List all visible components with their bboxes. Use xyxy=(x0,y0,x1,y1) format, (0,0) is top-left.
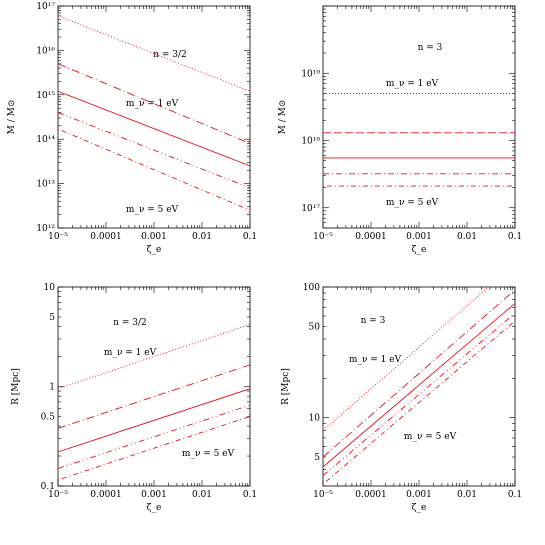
x-tick-label: 0.0001 xyxy=(90,490,122,500)
x-tick-label: 0.001 xyxy=(406,490,432,500)
y-axis-label: M / M⊙ xyxy=(7,100,17,135)
panel-3: 10⁻⁵ 0.0001 0.001 0.01 0.1 0.1 0.5 1 5 10 ζ_e R [Mp… xyxy=(11,283,257,513)
plot-frame xyxy=(57,5,251,229)
plot-frame xyxy=(322,5,516,229)
annotation-mass-5ev: m_ν = 5 eV xyxy=(182,449,235,459)
y-axis-label: R [Mpc] xyxy=(281,368,291,405)
x-tick-label: 10⁻⁵ xyxy=(313,232,333,242)
series-line-5 xyxy=(58,416,250,481)
y-tick-label: 10 xyxy=(309,414,321,424)
y-tick-label: 1 xyxy=(49,383,55,393)
series-line-3 xyxy=(58,388,250,453)
series-group xyxy=(58,15,250,211)
panel-1: 10⁻⁵ 0.0001 0.001 0.01 0.1 10¹² 10¹³ 10¹⁴ 10¹⁵ 10… xyxy=(7,2,257,255)
series-line-4 xyxy=(58,112,250,189)
y-tick-label: 10¹⁴ xyxy=(36,135,55,145)
series-line-2 xyxy=(58,63,250,144)
x-tick-label: 0.01 xyxy=(192,490,212,500)
y-axis-label: M / M⊙ xyxy=(278,100,288,135)
x-tick-label: 0.1 xyxy=(508,232,522,242)
x-tick-label: 0.1 xyxy=(508,490,522,500)
series-line-2 xyxy=(323,289,515,458)
x-tick-label: 10⁻⁵ xyxy=(48,490,68,500)
panel-4: 10⁻⁵ 0.0001 0.001 0.01 0.1 5 10 50 100 ζ_e R [Mpc]… xyxy=(281,283,522,513)
y-tick-label: 5 xyxy=(49,313,55,323)
y-axis-label: R [Mpc] xyxy=(11,368,21,405)
y-tick-label: 10¹⁵ xyxy=(36,91,55,101)
y-tick-label: 50 xyxy=(309,322,321,332)
series-line-4 xyxy=(323,312,515,476)
series-group xyxy=(323,287,515,485)
series-line-1 xyxy=(58,324,250,390)
annotation-mass-1ev: m_ν = 1 eV xyxy=(126,99,179,109)
series-line-5 xyxy=(58,128,250,211)
y-tick-label: 0.1 xyxy=(41,482,55,492)
series-line-1 xyxy=(58,15,250,92)
annotation-index: n = 3 xyxy=(361,316,386,326)
x-tick-label: 0.01 xyxy=(457,232,477,242)
annotation-mass-5ev: m_ν = 5 eV xyxy=(404,432,457,442)
y-tick-label: 5 xyxy=(314,453,320,463)
y-tick-label: 10¹⁶ xyxy=(36,46,55,56)
x-tick-label: 10⁻⁵ xyxy=(313,490,333,500)
x-tick-label: 0.001 xyxy=(141,232,167,242)
x-tick-label: 0.0001 xyxy=(90,232,122,242)
x-axis-label: ζ_e xyxy=(412,503,427,513)
x-tick-label: 0.01 xyxy=(457,490,477,500)
series-line-1 xyxy=(323,287,490,431)
y-tick-label: 10¹⁷ xyxy=(36,2,55,12)
series-line-2 xyxy=(58,364,250,429)
x-tick-label: 0.1 xyxy=(243,232,257,242)
series-group xyxy=(58,324,250,481)
y-tick-label: 10¹⁷ xyxy=(301,204,320,214)
annotation-index: n = 3/2 xyxy=(113,318,147,328)
x-tick-label: 0.01 xyxy=(192,232,212,242)
x-tick-label: 0.0001 xyxy=(355,490,387,500)
y-tick-label: 100 xyxy=(303,283,320,293)
y-tick-label: 10¹⁹ xyxy=(301,69,320,79)
y-tick-label: 10 xyxy=(44,283,56,293)
series-group xyxy=(323,93,515,187)
y-tick-label: 10¹⁸ xyxy=(301,137,320,147)
panel-2: 10⁻⁵ 0.0001 0.001 0.01 0.1 10¹⁷ 10¹⁸ 10¹⁹ ζ_e M /… xyxy=(278,5,522,255)
annotation-mass-5ev: m_ν = 5 eV xyxy=(386,198,439,208)
annotation-mass-1ev: m_ν = 1 eV xyxy=(349,355,402,365)
annotation-mass-1ev: m_ν = 1 eV xyxy=(104,348,157,358)
x-tick-label: 10⁻⁵ xyxy=(48,232,68,242)
x-tick-label: 0.001 xyxy=(141,490,167,500)
y-tick-label: 10¹³ xyxy=(36,180,55,190)
annotation-index: n = 3 xyxy=(418,43,443,53)
y-tick-label: 10¹² xyxy=(36,224,55,234)
x-tick-label: 0.001 xyxy=(406,232,432,242)
x-axis-label: ζ_e xyxy=(412,245,427,255)
series-line-5 xyxy=(323,320,515,485)
annotation-index: n = 3/2 xyxy=(153,50,187,60)
y-tick-label: 0.5 xyxy=(41,412,56,422)
x-tick-label: 0.1 xyxy=(243,490,257,500)
annotation-mass-1ev: m_ν = 1 eV xyxy=(386,79,439,89)
annotation-mass-5ev: m_ν = 5 eV xyxy=(126,205,179,215)
x-axis-label: ζ_e xyxy=(147,503,162,513)
x-axis-label: ζ_e xyxy=(147,245,162,255)
x-tick-label: 0.0001 xyxy=(355,232,387,242)
series-line-3 xyxy=(323,302,515,468)
series-line-3 xyxy=(58,90,250,167)
plot-frame xyxy=(322,286,516,487)
